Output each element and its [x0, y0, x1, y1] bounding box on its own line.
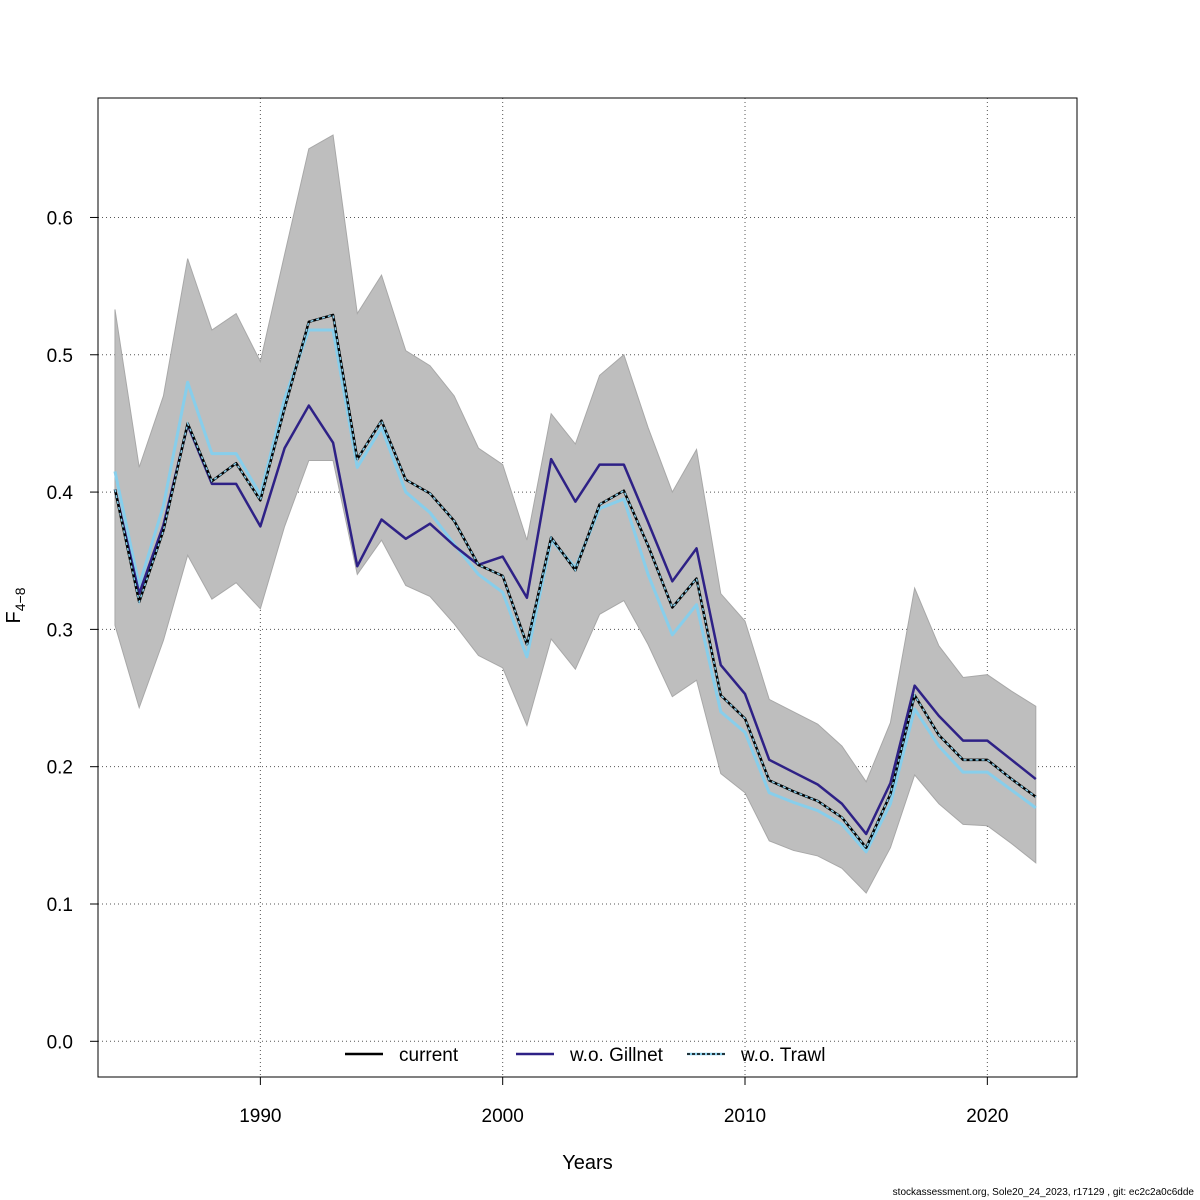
x-tick-label: 2000 [482, 1106, 524, 1127]
x-axis-title: Years [562, 1152, 612, 1174]
y-tick-label: 0.2 [47, 758, 73, 779]
y-tick-label: 0.3 [47, 620, 73, 641]
y-axis-title: F4−8 [3, 587, 28, 623]
y-tick-label: 0.4 [47, 483, 74, 504]
y-tick-label: 0.5 [47, 346, 73, 367]
y-axis-title-subscript: 4−8 [12, 587, 28, 611]
plot-frame [97, 97, 1078, 1078]
axis-layer: 1990 2000 2010 2020 0.0 0.1 0.2 0.3 0.4 0.5 0.6 [47, 208, 1009, 1127]
series-line-current-overlay [114, 313, 1037, 850]
legend-label: w.o. Trawl [740, 1045, 825, 1066]
y-tick-label: 0.0 [47, 1032, 73, 1053]
x-tick-label: 2010 [724, 1106, 766, 1127]
x-tick-label: 1990 [239, 1106, 281, 1127]
series-layer [113, 313, 1037, 854]
y-axis-title-main: F [3, 611, 25, 623]
x-tick-label: 2020 [966, 1106, 1008, 1127]
confidence-band-layer [114, 134, 1037, 894]
legend: current w.o. Gillnet w.o. Trawl [345, 1045, 825, 1066]
legend-label: w.o. Gillnet [569, 1045, 664, 1066]
legend-label: current [399, 1045, 459, 1066]
confidence-band [114, 134, 1037, 894]
y-tick-label: 0.6 [47, 208, 73, 229]
footer-note: stockassessment.org, Sole20_24_2023, r17… [892, 1187, 1194, 1198]
y-tick-label: 0.1 [47, 895, 73, 916]
series-line-w-o-gillnet [113, 404, 1037, 836]
